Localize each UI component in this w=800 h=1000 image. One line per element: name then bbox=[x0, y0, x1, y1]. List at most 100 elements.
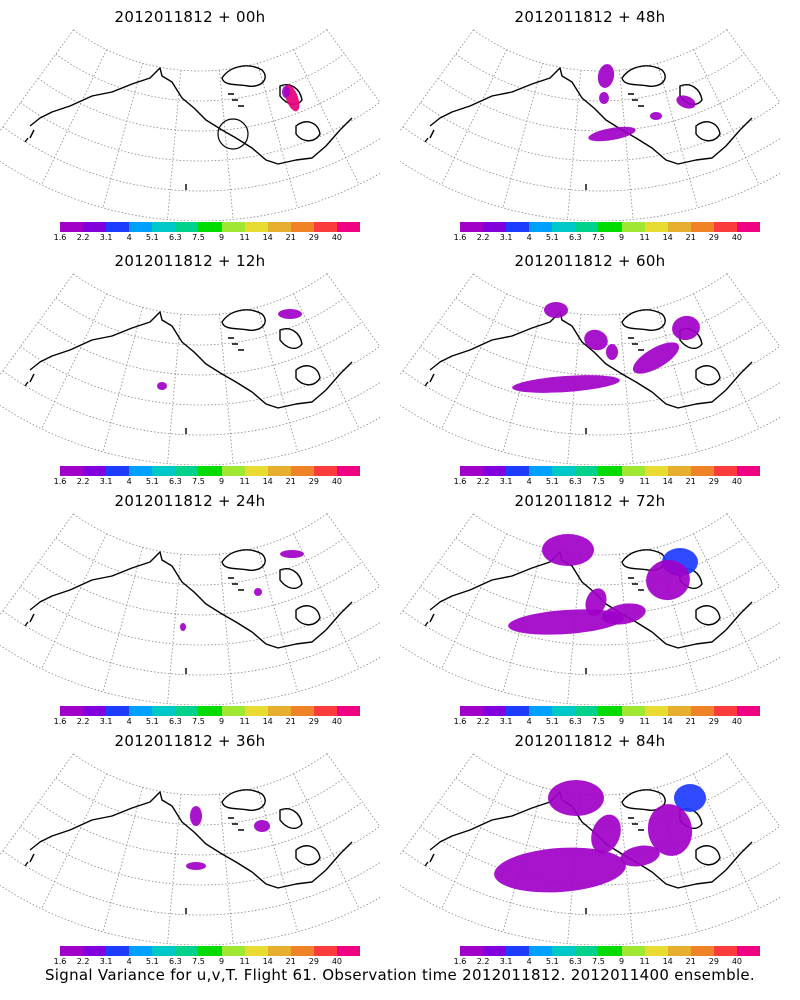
colorbar-swatch bbox=[336, 706, 361, 716]
colorbar-swatch bbox=[175, 222, 199, 232]
colorbar-tick-label: 40 bbox=[331, 233, 343, 242]
variance-contour bbox=[278, 309, 302, 319]
polar-map bbox=[0, 513, 380, 705]
colorbar-swatch bbox=[460, 222, 484, 232]
variance-contour bbox=[585, 588, 607, 616]
colorbar-tick-label: 9 bbox=[218, 233, 225, 242]
colorbar-tick-label: 7.5 bbox=[192, 233, 205, 242]
colorbar-tick-label: 5.1 bbox=[545, 477, 559, 486]
colorbar-swatch bbox=[483, 946, 507, 956]
colorbar-tick-label: 1.6 bbox=[453, 233, 467, 242]
variance-contour bbox=[254, 588, 262, 596]
variance-contour bbox=[548, 780, 604, 816]
colorbar-tick-label: 9 bbox=[618, 477, 625, 486]
polar-map bbox=[400, 29, 780, 221]
variance-contour bbox=[584, 329, 608, 351]
colorbar-swatch bbox=[621, 466, 645, 476]
colorbar-tick-label: 3.1 bbox=[99, 717, 113, 726]
colorbar-swatch bbox=[60, 946, 84, 956]
colorbar-tick-label: 5.1 bbox=[145, 957, 159, 966]
colorbar-tick-label: 4 bbox=[126, 233, 132, 242]
colorbar-tick-label: 2.2 bbox=[76, 957, 90, 966]
colorbar-tick-label: 5.1 bbox=[545, 957, 559, 966]
colorbar-swatch bbox=[290, 946, 314, 956]
colorbar-tick-label: 4 bbox=[526, 233, 532, 242]
colorbar-swatch bbox=[175, 466, 199, 476]
variance-contour bbox=[632, 342, 680, 374]
polar-map bbox=[400, 513, 780, 705]
colorbar bbox=[60, 706, 361, 716]
colorbar-swatch bbox=[575, 706, 599, 716]
colorbar-tick-label: 2.2 bbox=[476, 717, 490, 726]
colorbar-tick-label: 4 bbox=[526, 717, 532, 726]
colorbar-swatch bbox=[644, 946, 668, 956]
panel-title: 2012011812 + 48h bbox=[514, 8, 666, 26]
colorbar-tick-label: 14 bbox=[262, 717, 273, 726]
colorbar-swatch bbox=[529, 706, 553, 716]
colorbar-tick-label: 1.6 bbox=[53, 477, 67, 486]
colorbar-swatch bbox=[529, 222, 553, 232]
colorbar bbox=[460, 466, 761, 476]
colorbar-swatch bbox=[598, 222, 622, 232]
colorbar-tick-label: 40 bbox=[731, 477, 743, 486]
coastline bbox=[424, 65, 753, 190]
colorbar-swatch bbox=[552, 946, 576, 956]
colorbar-swatch bbox=[529, 466, 553, 476]
colorbar-ticks: 1.6 2.2 3.1 4 5.1 6.3 7.5 9 11 14 21 29 40 bbox=[454, 717, 760, 727]
colorbar-tick-label: 6.3 bbox=[169, 233, 182, 242]
graticule bbox=[400, 273, 780, 465]
colorbar-tick-label: 2.2 bbox=[76, 717, 90, 726]
colorbar-tick-label: 6.3 bbox=[169, 957, 182, 966]
colorbar-swatch bbox=[267, 222, 291, 232]
panel-title: 2012011812 + 00h bbox=[114, 8, 266, 26]
colorbar-tick-label: 6.3 bbox=[569, 717, 582, 726]
variance-field bbox=[180, 550, 304, 631]
colorbar-tick-label: 2.2 bbox=[76, 477, 90, 486]
colorbar-swatch bbox=[506, 466, 530, 476]
polar-map bbox=[400, 753, 780, 945]
colorbar-tick-label: 1.6 bbox=[453, 717, 467, 726]
colorbar-ticks: 1.6 2.2 3.1 4 5.1 6.3 7.5 9 11 14 21 29 40 bbox=[454, 957, 760, 967]
variance-contour bbox=[186, 862, 206, 870]
colorbar-tick-label: 29 bbox=[708, 717, 719, 726]
colorbar-ticks: 1.6 2.2 3.1 4 5.1 6.3 7.5 9 11 14 21 29 40 bbox=[54, 477, 360, 487]
variance-contour bbox=[606, 344, 618, 360]
colorbar-tick-label: 3.1 bbox=[499, 233, 513, 242]
colorbar-swatch bbox=[460, 706, 484, 716]
colorbar-swatch bbox=[667, 466, 691, 476]
colorbar-tick-label: 9 bbox=[218, 477, 225, 486]
map-panel: 2012011812 + 48h 1.6 2.2 3.1 4 5.1 6.3 7.5 9 11 14… bbox=[400, 8, 780, 243]
colorbar-swatch bbox=[290, 222, 314, 232]
colorbar-tick-label: 11 bbox=[239, 233, 250, 242]
variance-field bbox=[494, 780, 706, 893]
variance-contour bbox=[620, 845, 660, 867]
map-panel: 2012011812 + 24h 1.6 2.2 3.1 4 5.1 6.3 7.5 9 11 14… bbox=[0, 492, 380, 727]
polar-map bbox=[0, 753, 380, 945]
colorbar-swatch bbox=[129, 706, 153, 716]
colorbar-swatch bbox=[313, 706, 337, 716]
colorbar-swatch bbox=[198, 466, 222, 476]
variance-contour bbox=[591, 814, 621, 854]
colorbar-tick-label: 14 bbox=[262, 233, 273, 242]
polar-map bbox=[400, 273, 780, 465]
colorbar-tick-label: 1.6 bbox=[53, 717, 67, 726]
colorbar-swatch bbox=[644, 466, 668, 476]
variance-contour bbox=[508, 609, 624, 635]
graticule bbox=[0, 513, 380, 705]
colorbar-tick-label: 29 bbox=[308, 477, 319, 486]
variance-contour bbox=[544, 302, 568, 318]
colorbar-tick-label: 40 bbox=[331, 477, 343, 486]
colorbar-tick-label: 40 bbox=[731, 233, 743, 242]
variance-contour bbox=[588, 126, 636, 142]
colorbar-swatch bbox=[290, 706, 314, 716]
colorbar-tick-label: 14 bbox=[262, 957, 273, 966]
colorbar-swatch bbox=[575, 466, 599, 476]
colorbar-tick-label: 3.1 bbox=[99, 477, 113, 486]
colorbar-tick-label: 29 bbox=[308, 957, 319, 966]
variance-contour bbox=[542, 534, 594, 566]
map-panel: 2012011812 + 60h 1.6 2.2 3.1 4 5.1 6.3 7.5 9 11 14… bbox=[400, 252, 780, 487]
variance-field bbox=[508, 534, 698, 635]
colorbar-tick-label: 5.1 bbox=[145, 233, 159, 242]
colorbar-swatch bbox=[736, 466, 761, 476]
colorbar-tick-label: 6.3 bbox=[169, 477, 182, 486]
